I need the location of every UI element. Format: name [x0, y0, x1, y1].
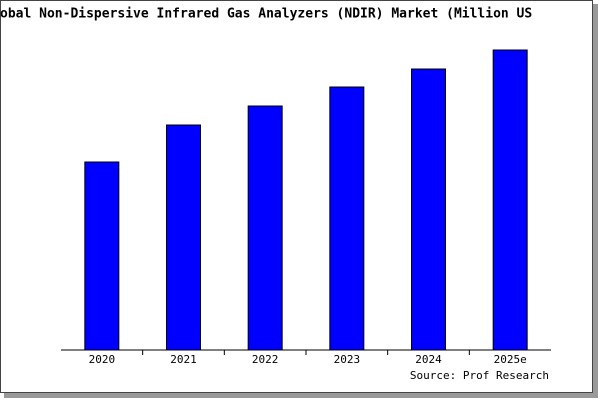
x-tick-label: 2023 — [334, 353, 361, 366]
bar — [329, 86, 365, 351]
chart-title: obal Non-Dispersive Infrared Gas Analyze… — [0, 7, 532, 22]
x-tick-label: 2022 — [252, 353, 279, 366]
bar — [84, 161, 120, 351]
bar — [166, 124, 201, 351]
x-tick-label: 2024 — [415, 353, 442, 366]
source-note: Source: Prof Research — [410, 369, 549, 382]
x-tick-label: 2020 — [89, 353, 116, 366]
x-tick-label: 2021 — [170, 353, 197, 366]
bar — [411, 68, 446, 351]
bar — [492, 49, 528, 351]
bar — [247, 105, 283, 351]
x-tick-label: 2025e — [494, 353, 527, 366]
